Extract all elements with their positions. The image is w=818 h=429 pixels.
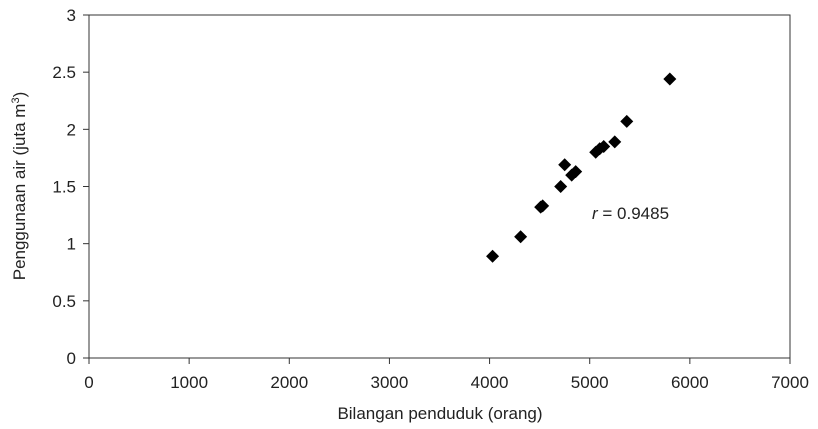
x-tick-label: 6000 xyxy=(671,373,709,392)
x-tick-label: 7000 xyxy=(771,373,809,392)
plot-area-frame xyxy=(88,14,791,359)
x-tick-label: 2000 xyxy=(270,373,308,392)
data-point xyxy=(608,135,622,149)
y-tick-label: 0.5 xyxy=(52,292,76,311)
x-tick-label: 0 xyxy=(84,373,93,392)
y-axis-title-sup: 3 xyxy=(10,97,22,103)
y-tick-label: 2 xyxy=(67,120,76,139)
x-tick-label: 1000 xyxy=(170,373,208,392)
x-tick-labels: 0 1000 2000 3000 4000 5000 6000 7000 xyxy=(84,373,809,392)
x-tick-label: 3000 xyxy=(371,373,409,392)
data-point xyxy=(514,230,528,244)
x-tick-label: 4000 xyxy=(471,373,509,392)
correlation-annotation: r = 0.9485 xyxy=(592,204,669,223)
x-tick-label: 5000 xyxy=(571,373,609,392)
data-point xyxy=(569,165,583,179)
x-axis-title: Bilangan penduduk (orang) xyxy=(337,404,542,423)
data-point xyxy=(620,114,634,128)
data-point xyxy=(597,139,611,153)
annotation-value: = 0.9485 xyxy=(598,204,669,223)
data-point xyxy=(554,180,568,193)
data-point xyxy=(663,72,677,86)
data-point xyxy=(536,199,550,213)
data-point xyxy=(558,158,572,172)
y-tick-label: 2.5 xyxy=(52,63,76,82)
y-tick-labels: 0 0.5 1 1.5 2 2.5 3 xyxy=(52,6,76,368)
y-tick-label: 1.5 xyxy=(52,178,76,197)
axes xyxy=(83,14,791,364)
data-points xyxy=(486,72,677,263)
y-tick-label: 0 xyxy=(67,349,76,368)
y-axis-title-main: Penggunaan air (juta m xyxy=(10,104,29,281)
y-axis-title: Penggunaan air (juta m3) xyxy=(10,92,29,281)
y-tick-label: 3 xyxy=(67,6,76,25)
annotation-italic: r xyxy=(592,204,599,223)
data-point xyxy=(486,249,500,263)
y-axis-title-close: ) xyxy=(10,92,29,98)
y-tick-label: 1 xyxy=(67,235,76,254)
